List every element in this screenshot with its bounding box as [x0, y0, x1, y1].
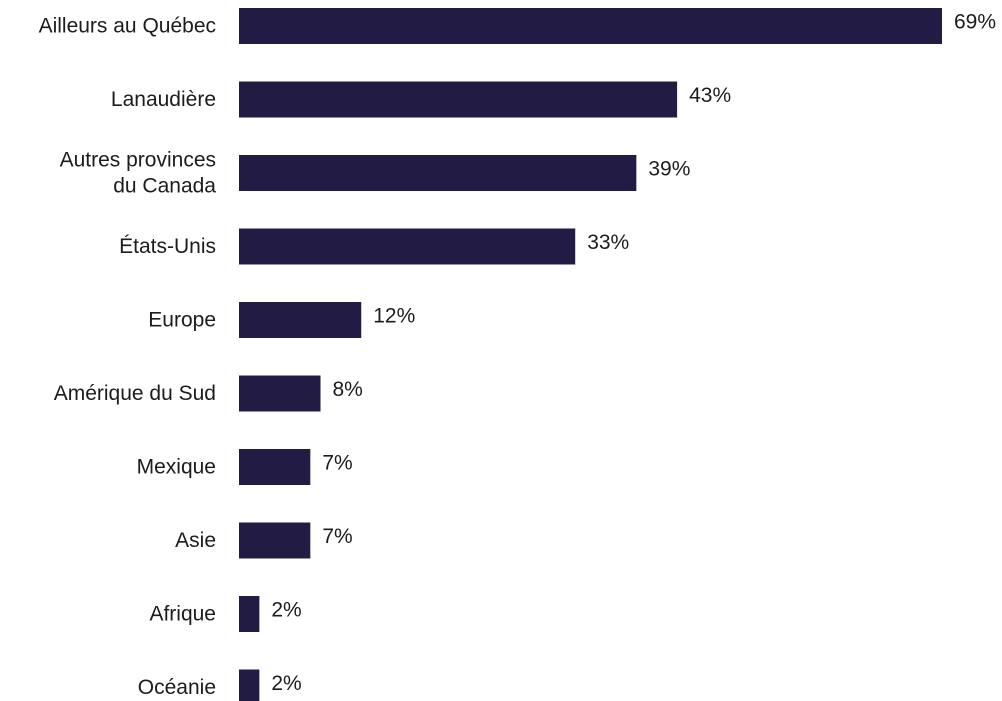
- category-label-line: du Canada: [113, 175, 216, 198]
- category-label: Afrique: [149, 603, 216, 626]
- category-label: Mexique: [137, 456, 216, 479]
- category-label: Amérique du Sud: [54, 382, 216, 405]
- category-label-line: Amérique du Sud: [54, 382, 216, 405]
- category-label: Ailleurs au Québec: [39, 15, 216, 38]
- bar: [239, 449, 311, 485]
- category-label-line: Océanie: [138, 676, 216, 699]
- value-label: 8%: [333, 378, 363, 401]
- category-label: Europe: [148, 309, 216, 332]
- value-label: 2%: [271, 672, 301, 695]
- value-label: 2%: [271, 599, 301, 622]
- value-label: 43%: [689, 84, 731, 107]
- bar: [239, 596, 260, 632]
- category-label-line: États-Unis: [119, 235, 216, 258]
- bar: [239, 81, 678, 118]
- bars: [239, 8, 942, 701]
- value-label: 7%: [322, 525, 352, 548]
- category-label-line: Afrique: [149, 603, 216, 626]
- value-label: 7%: [322, 452, 352, 475]
- category-label-line: Mexique: [137, 456, 216, 479]
- category-label-line: Ailleurs au Québec: [39, 15, 216, 38]
- value-label: 33%: [587, 231, 629, 254]
- category-label-line: Lanaudière: [111, 88, 216, 111]
- bar: [239, 8, 942, 44]
- value-label: 12%: [373, 305, 415, 328]
- category-label: Océanie: [138, 676, 216, 699]
- bar: [239, 155, 637, 191]
- bar: [239, 228, 576, 265]
- category-label: Autres provinces du Canada: [60, 149, 217, 198]
- bar: [239, 302, 362, 338]
- bar: [239, 669, 260, 701]
- category-label: Lanaudière: [111, 88, 216, 111]
- category-labels: Ailleurs au Québec Lanaudière Autres provi…: [39, 15, 217, 700]
- bar: [239, 522, 311, 559]
- category-label: États-Unis: [119, 235, 216, 258]
- value-labels: 69% 43% 39% 33% 12% 8% 7% 7% 2% 2%: [271, 11, 996, 696]
- value-label: 69%: [954, 11, 996, 34]
- category-label-line: Asie: [175, 529, 216, 552]
- value-label: 39%: [648, 158, 690, 181]
- category-label: Asie: [175, 529, 216, 552]
- category-label-line: Autres provinces: [60, 149, 216, 172]
- category-label-line: Europe: [148, 309, 216, 332]
- bar: [239, 375, 321, 412]
